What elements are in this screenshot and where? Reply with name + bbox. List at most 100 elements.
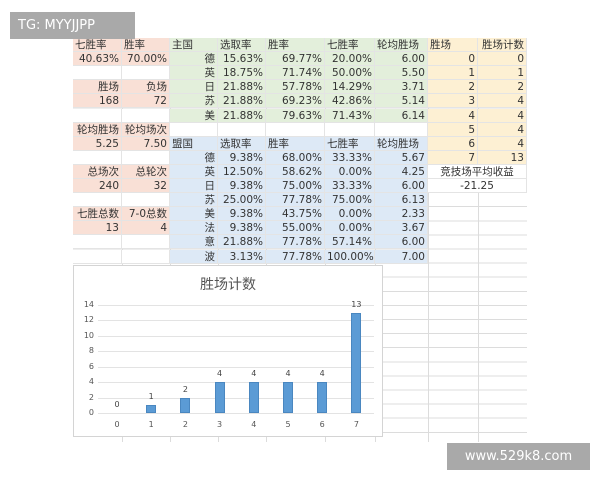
allied-nations-cell[interactable]: 58.62%: [266, 164, 325, 179]
wins-cell[interactable]: 2: [428, 80, 478, 95]
main-nations-cell[interactable]: 6.14: [375, 108, 428, 123]
summary-cell[interactable]: 胜场: [73, 80, 122, 95]
summary-cell[interactable]: [122, 66, 170, 81]
main-nations-cell[interactable]: 5.50: [375, 66, 428, 81]
allied-nations-cell[interactable]: 9.38%: [218, 221, 266, 236]
allied-nations-cell[interactable]: 4.25: [375, 164, 428, 179]
main-nations-cell[interactable]: 德: [170, 52, 218, 67]
allied-nations-cell[interactable]: 77.78%: [266, 249, 325, 264]
allied-nations-header[interactable]: 七胜率: [325, 136, 375, 151]
empty-cell[interactable]: [266, 122, 325, 137]
summary-cell[interactable]: [122, 108, 170, 123]
main-nations-cell[interactable]: 5.14: [375, 94, 428, 109]
main-nations-cell[interactable]: 日: [170, 80, 218, 95]
main-nations-cell[interactable]: 21.88%: [218, 80, 266, 95]
wins-cell[interactable]: 3: [428, 94, 478, 109]
summary-cell[interactable]: 7.50: [122, 136, 170, 151]
allied-nations-cell[interactable]: 3.67: [375, 221, 428, 236]
summary-cell[interactable]: 七胜率: [73, 38, 122, 53]
allied-nations-cell[interactable]: 100.00%: [325, 249, 375, 264]
main-nations-cell[interactable]: 50.00%: [325, 66, 375, 81]
allied-nations-cell[interactable]: 57.14%: [325, 235, 375, 250]
main-nations-cell[interactable]: 15.63%: [218, 52, 266, 67]
summary-cell[interactable]: 40.63%: [73, 52, 122, 67]
bar[interactable]: [317, 382, 328, 413]
main-nations-cell[interactable]: 57.78%: [266, 80, 325, 95]
allied-nations-cell[interactable]: 波: [170, 249, 218, 264]
wins-count-cell[interactable]: 4: [478, 122, 527, 137]
main-nations-cell[interactable]: 71.43%: [325, 108, 375, 123]
main-nations-cell[interactable]: 21.88%: [218, 108, 266, 123]
allied-nations-cell[interactable]: 5.67: [375, 150, 428, 165]
allied-nations-cell[interactable]: 33.33%: [325, 150, 375, 165]
bar-chart[interactable]: 胜场计数 0 2 4 6 8 10 12 14 0 0 1 1 2 2 4 3 4 4 4 5 4 6 13 7: [73, 265, 383, 437]
main-nations-cell[interactable]: 18.75%: [218, 66, 266, 81]
summary-cell[interactable]: 七胜总数: [73, 207, 122, 222]
main-nations-cell[interactable]: 苏: [170, 94, 218, 109]
summary-cell[interactable]: 5.25: [73, 136, 122, 151]
summary-cell[interactable]: 13: [73, 221, 122, 236]
allied-nations-cell[interactable]: 3.13%: [218, 249, 266, 264]
summary-cell[interactable]: [73, 66, 122, 81]
allied-nations-cell[interactable]: 9.38%: [218, 179, 266, 194]
allied-nations-cell[interactable]: 2.33: [375, 207, 428, 222]
summary-cell[interactable]: [73, 235, 122, 250]
main-nations-header[interactable]: 选取率: [218, 38, 266, 53]
allied-nations-cell[interactable]: 0.00%: [325, 221, 375, 236]
main-nations-cell[interactable]: 20.00%: [325, 52, 375, 67]
bar[interactable]: [180, 397, 191, 413]
wins-count-cell[interactable]: 4: [478, 108, 527, 123]
arena-average-label[interactable]: 竞技场平均收益: [428, 164, 527, 179]
allied-nations-cell[interactable]: 21.88%: [218, 235, 266, 250]
empty-cell[interactable]: [170, 122, 218, 137]
allied-nations-cell[interactable]: 0.00%: [325, 164, 375, 179]
summary-cell[interactable]: [122, 249, 170, 264]
allied-nations-cell[interactable]: 6.00: [375, 179, 428, 194]
allied-nations-cell[interactable]: 43.75%: [266, 207, 325, 222]
main-nations-cell[interactable]: 14.29%: [325, 80, 375, 95]
wins-cell[interactable]: 6: [428, 136, 478, 151]
wins-count-cell[interactable]: 0: [478, 52, 527, 67]
summary-cell[interactable]: [122, 193, 170, 208]
bar[interactable]: [248, 382, 259, 413]
bar[interactable]: [351, 312, 362, 413]
bar[interactable]: [146, 405, 157, 413]
main-nations-cell[interactable]: 英: [170, 66, 218, 81]
main-nations-header[interactable]: 胜率: [266, 38, 325, 53]
allied-nations-cell[interactable]: 英: [170, 164, 218, 179]
main-nations-header[interactable]: 轮均胜场: [375, 38, 428, 53]
allied-nations-header[interactable]: 胜率: [266, 136, 325, 151]
allied-nations-cell[interactable]: 6.00: [375, 235, 428, 250]
allied-nations-cell[interactable]: 日: [170, 179, 218, 194]
allied-nations-header[interactable]: 盟国: [170, 136, 218, 151]
wins-header[interactable]: 胜场: [428, 38, 478, 53]
allied-nations-cell[interactable]: 75.00%: [266, 179, 325, 194]
summary-cell[interactable]: [73, 108, 122, 123]
allied-nations-cell[interactable]: 9.38%: [218, 207, 266, 222]
allied-nations-cell[interactable]: 75.00%: [325, 193, 375, 208]
wins-cell[interactable]: 1: [428, 66, 478, 81]
bar[interactable]: [283, 382, 293, 413]
wins-count-cell[interactable]: 2: [478, 80, 527, 95]
allied-nations-cell[interactable]: 77.78%: [266, 193, 325, 208]
main-nations-cell[interactable]: 美: [170, 108, 218, 123]
summary-cell[interactable]: 70.00%: [122, 52, 170, 67]
empty-cell[interactable]: [218, 122, 266, 137]
wins-cell[interactable]: 5: [428, 122, 478, 137]
summary-cell[interactable]: 胜率: [122, 38, 170, 53]
allied-nations-cell[interactable]: 美: [170, 207, 218, 222]
summary-cell[interactable]: 72: [122, 94, 170, 109]
main-nations-cell[interactable]: 3.71: [375, 80, 428, 95]
allied-nations-cell[interactable]: 9.38%: [218, 150, 266, 165]
wins-cell[interactable]: 4: [428, 108, 478, 123]
summary-cell[interactable]: [73, 150, 122, 165]
main-nations-cell[interactable]: 42.86%: [325, 94, 375, 109]
summary-cell[interactable]: 32: [122, 179, 170, 194]
main-nations-header[interactable]: 七胜率: [325, 38, 375, 53]
summary-cell[interactable]: 168: [73, 94, 122, 109]
summary-cell[interactable]: [73, 193, 122, 208]
summary-cell[interactable]: 总轮次: [122, 164, 170, 179]
arena-average-value[interactable]: -21.25: [428, 179, 527, 194]
summary-cell[interactable]: 轮均场次: [122, 122, 170, 137]
allied-nations-cell[interactable]: 德: [170, 150, 218, 165]
